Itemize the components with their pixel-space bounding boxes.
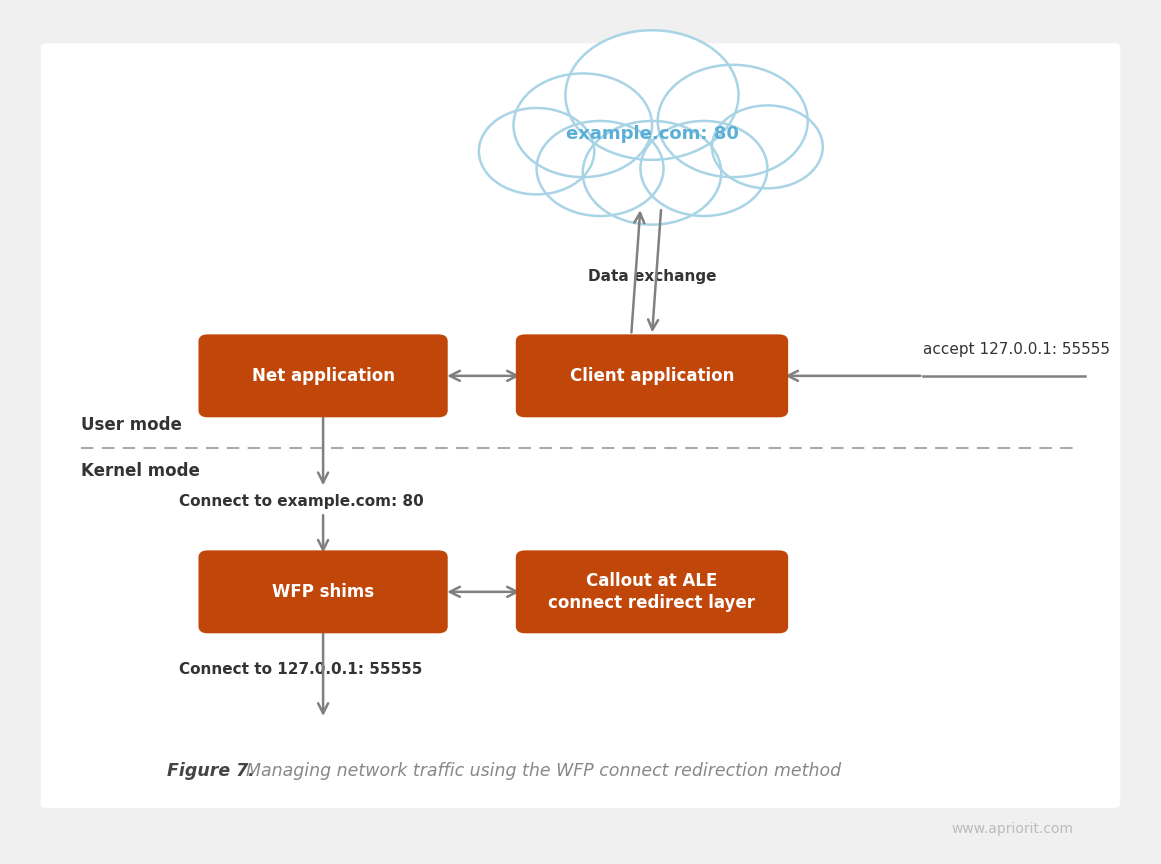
Text: www.apriorit.com: www.apriorit.com — [951, 823, 1073, 836]
Text: accept 127.0.0.1: 55555: accept 127.0.0.1: 55555 — [923, 342, 1110, 358]
Text: WFP shims: WFP shims — [272, 583, 374, 600]
FancyBboxPatch shape — [515, 334, 788, 417]
FancyBboxPatch shape — [199, 334, 448, 417]
Text: Data exchange: Data exchange — [587, 269, 716, 284]
Text: Client application: Client application — [570, 367, 734, 384]
Text: Figure 7.: Figure 7. — [167, 762, 255, 779]
Text: User mode: User mode — [81, 416, 181, 434]
Circle shape — [658, 65, 808, 177]
Circle shape — [583, 121, 721, 225]
FancyBboxPatch shape — [515, 550, 788, 633]
Circle shape — [536, 121, 664, 216]
Circle shape — [478, 108, 594, 194]
Text: example.com: 80: example.com: 80 — [565, 125, 738, 143]
Circle shape — [565, 30, 738, 160]
Text: Managing network traffic using the WFP connect redirection method: Managing network traffic using the WFP c… — [246, 762, 841, 779]
FancyBboxPatch shape — [199, 550, 448, 633]
Text: Connect to example.com: 80: Connect to example.com: 80 — [179, 493, 424, 509]
Text: Kernel mode: Kernel mode — [81, 462, 200, 480]
Circle shape — [513, 73, 652, 177]
Text: Net application: Net application — [252, 367, 395, 384]
Text: Connect to 127.0.0.1: 55555: Connect to 127.0.0.1: 55555 — [179, 662, 423, 677]
Circle shape — [712, 105, 823, 188]
Text: Callout at ALE
connect redirect layer: Callout at ALE connect redirect layer — [548, 572, 756, 612]
Circle shape — [641, 121, 767, 216]
